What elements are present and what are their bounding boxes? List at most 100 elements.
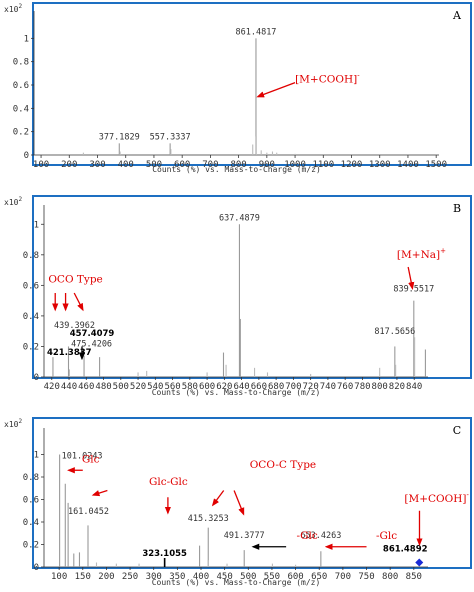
- x-tick-label: 500: [146, 160, 162, 170]
- y-tick-label: 0: [34, 563, 39, 573]
- x-tick-label: 300: [146, 572, 162, 582]
- x-tick-label: 700: [202, 160, 218, 170]
- peak-label: 817.5656: [374, 327, 415, 337]
- x-tick-label: 420: [44, 382, 60, 392]
- x-tick-label: 740: [320, 382, 336, 392]
- x-tick-label: 700: [335, 572, 351, 582]
- diamond-marker: [415, 558, 424, 567]
- x-tick-label: 800: [382, 572, 398, 582]
- x-tick-label: 1100: [312, 160, 334, 170]
- annotation-label: Glc-Glc: [149, 476, 188, 488]
- x-tick-label: 620: [216, 382, 232, 392]
- x-tick-label: 680: [268, 382, 284, 392]
- x-tick-label: 720: [303, 382, 319, 392]
- x-tick-label: 650: [311, 572, 327, 582]
- x-axis-label: Counts (%) vs. Mass-to-Charge (m/z): [152, 388, 321, 397]
- peak-label: 421.3837: [47, 348, 92, 358]
- x-tick-label: 840: [406, 382, 422, 392]
- x-tick-label: 400: [193, 572, 209, 582]
- x-tick-label: 800: [230, 160, 246, 170]
- peak-label: 653.4263: [300, 531, 341, 541]
- annotation-arrow: [91, 489, 108, 497]
- annotation-arrow: [407, 266, 415, 290]
- x-tick-label: 820: [389, 382, 405, 392]
- peak-label: 861.4892: [383, 544, 428, 554]
- annotation-label: OCO-C Type: [250, 459, 316, 471]
- y-tick-label: 0.8: [23, 473, 39, 483]
- x-tick-label: 1500: [425, 160, 447, 170]
- peak-label: 439.3962: [54, 321, 95, 331]
- annotation-label: [M+Na]+: [397, 247, 446, 261]
- y-tick-label: 1: [34, 220, 39, 230]
- x-tick-label: 480: [95, 382, 111, 392]
- y-tick-label: 0.6: [13, 81, 29, 91]
- peak-label: 323.1055: [142, 549, 187, 559]
- x-tick-label: 700: [285, 382, 301, 392]
- x-tick-label: 200: [98, 572, 114, 582]
- x-tick-label: 550: [264, 572, 280, 582]
- y-tick-label: 0.6: [23, 281, 39, 291]
- x-tick-label: 100: [51, 572, 67, 582]
- peak-label: 637.4879: [219, 213, 260, 223]
- x-tick-label: 450: [217, 572, 233, 582]
- y-multiplier: x102: [4, 3, 22, 14]
- x-tick-label: 600: [199, 382, 215, 392]
- annotation-label: [M+COOH]-: [295, 72, 360, 86]
- y-tick-label: 0.4: [23, 312, 39, 322]
- peak-label: 839.5517: [393, 284, 434, 294]
- x-tick-label: 800: [372, 382, 388, 392]
- panel-letter: C: [453, 424, 461, 437]
- x-tick-label: 600: [287, 572, 303, 582]
- annotation-label: OCO Type: [48, 273, 102, 285]
- peak-label: 161.0452: [68, 507, 109, 517]
- x-tick-label: 250: [122, 572, 138, 582]
- peak-label: 457.4079: [70, 329, 115, 339]
- x-tick-label: 1000: [284, 160, 306, 170]
- y-tick-label: 0.2: [23, 342, 39, 352]
- peak-label: 475.4206: [71, 339, 112, 349]
- x-tick-label: 520: [130, 382, 146, 392]
- x-tick-label: 580: [182, 382, 198, 392]
- annotation-arrow: [256, 82, 296, 98]
- x-tick-label: 850: [406, 572, 422, 582]
- peak-label: 861.4817: [235, 27, 276, 37]
- annotation-label: [M+COOH]-: [404, 491, 469, 505]
- x-tick-label: 200: [61, 160, 77, 170]
- x-tick-label: 600: [174, 160, 190, 170]
- panel-letter: A: [452, 9, 462, 22]
- y-multiplier: x102: [4, 196, 22, 207]
- x-tick-label: 560: [164, 382, 180, 392]
- annotation-label: Glc: [82, 453, 100, 465]
- x-tick-label: 760: [337, 382, 353, 392]
- y-tick-label: 0.4: [23, 518, 39, 528]
- annotation-arrow: [73, 292, 84, 312]
- x-tick-label: 150: [75, 572, 91, 582]
- x-axis-label: Counts (%) vs. Mass-to-Charge (m/z): [152, 165, 321, 174]
- x-tick-label: 400: [118, 160, 134, 170]
- x-tick-label: 780: [354, 382, 370, 392]
- y-tick-label: 0.8: [13, 58, 29, 68]
- x-tick-label: 1200: [341, 160, 363, 170]
- annotation-arrow: [233, 490, 245, 516]
- x-tick-label: 350: [169, 572, 185, 582]
- x-tick-label: 1300: [369, 160, 391, 170]
- peak-label: 415.3253: [188, 514, 229, 524]
- y-multiplier: x102: [4, 418, 22, 429]
- x-tick-label: 660: [251, 382, 267, 392]
- annotation-label: -Glc: [376, 530, 397, 542]
- x-tick-label: 300: [89, 160, 105, 170]
- y-tick-label: 0.6: [23, 496, 39, 506]
- y-tick-label: 0: [34, 373, 39, 383]
- y-tick-label: 0.2: [13, 128, 29, 138]
- y-tick-label: 1: [34, 451, 39, 461]
- panel-frame: [32, 417, 472, 569]
- peak-label: 491.3777: [224, 531, 265, 541]
- panel-frame: [32, 2, 472, 166]
- y-tick-label: 0.4: [13, 104, 29, 114]
- x-tick-label: 1400: [397, 160, 419, 170]
- annotation-label: -Glc: [297, 530, 318, 542]
